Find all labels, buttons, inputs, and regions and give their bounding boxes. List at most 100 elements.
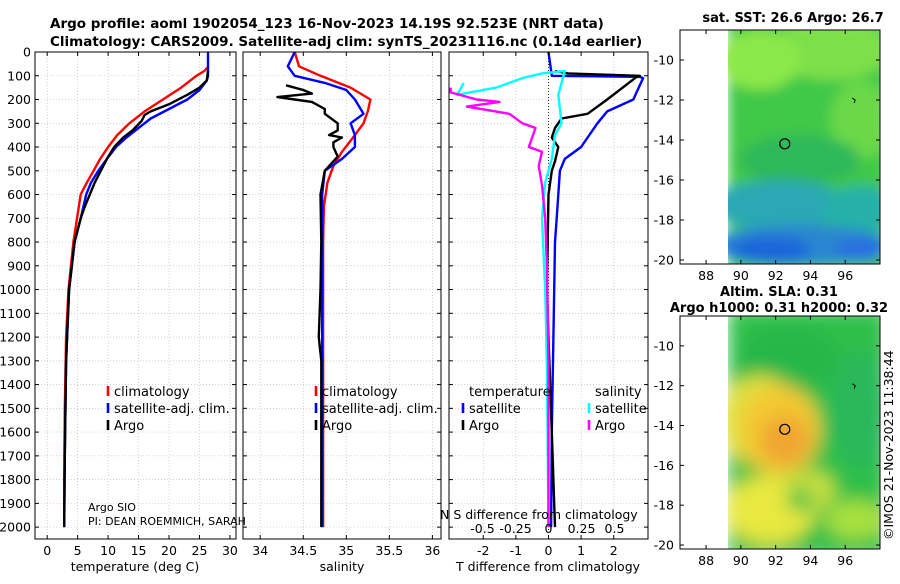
sst_map-lat-tick-label: -16 bbox=[654, 173, 674, 188]
difference-top-scale-label: N S difference from climatology bbox=[440, 507, 638, 522]
depth-tick-label: 1500 bbox=[0, 401, 31, 416]
sla_map-lat-tick-label: -12 bbox=[654, 378, 674, 393]
sla-map-title-line1: Altim. SLA: 0.31 bbox=[720, 285, 838, 300]
sst_map-lon-tick-label: 90 bbox=[733, 268, 749, 283]
sst_map-lat-tick-label: -18 bbox=[654, 213, 674, 228]
salinity-grid bbox=[243, 51, 441, 539]
difference-legend-title-salinity: salinity bbox=[595, 385, 642, 400]
sla_map-lon-tick-label: 96 bbox=[837, 553, 853, 568]
figure-title-line1: Argo profile: aoml 1902054_123 16-Nov-20… bbox=[50, 16, 604, 32]
temperature-profile-panel: 0 5 10 15 20 25 300100200300400500600700800900… bbox=[0, 45, 238, 559]
temperature-xtick-label: 5 bbox=[74, 543, 82, 558]
difference-top-tick-label: 0.25 bbox=[568, 521, 596, 536]
sla_map-lon-tick-label: 92 bbox=[768, 553, 784, 568]
temperature-frame bbox=[34, 51, 237, 540]
difference-legend: temperature salinity satellite Argo satellit… bbox=[461, 385, 647, 434]
depth-tick-label: 600 bbox=[7, 187, 31, 202]
sst_map-lat-tick-label: -14 bbox=[654, 133, 674, 148]
temperature-xlabel: temperature (deg C) bbox=[71, 559, 200, 574]
salinity-xtick-label: 34.5 bbox=[289, 543, 317, 558]
temperature-xtick-label: 15 bbox=[131, 543, 147, 558]
depth-tick-label: 1200 bbox=[0, 330, 31, 345]
sla-map-panel: Altim. SLA: 0.31 Argo h1000: 0.31 h2000:… bbox=[654, 285, 889, 568]
sst_map-argo-float-marker bbox=[779, 138, 791, 150]
figure-title-line2: Climatology: CARS2009. Satellite-adj cli… bbox=[50, 34, 642, 50]
salinity-xtick-label: 34 bbox=[252, 543, 268, 558]
pi-institution: Argo SIO bbox=[88, 501, 136, 514]
sla_map-island-mark bbox=[851, 383, 856, 389]
salinity-xtick-label: 36 bbox=[424, 543, 440, 558]
salinity-frame bbox=[242, 51, 442, 540]
difference-legend-label-1: Argo bbox=[469, 419, 499, 434]
temperature-legend-label-2: Argo bbox=[114, 419, 144, 434]
temperature-legend-label-0: climatology bbox=[114, 385, 190, 400]
difference-xlabel: T difference from climatology bbox=[455, 559, 641, 574]
sla_map-lat-tick-label: -18 bbox=[654, 498, 674, 513]
difference-xtick-label: 2 bbox=[610, 543, 618, 558]
salinity-xlabel: salinity bbox=[320, 559, 365, 574]
depth-tick-label: 1600 bbox=[0, 425, 31, 440]
depth-tick-label: 100 bbox=[7, 68, 31, 83]
depth-tick-label: 300 bbox=[7, 116, 31, 131]
sst_map-lat-tick-label: -20 bbox=[654, 253, 674, 268]
temperature-xtick-label: 25 bbox=[192, 543, 208, 558]
salinity-series-group bbox=[276, 52, 372, 528]
temperature-xtick-label: 30 bbox=[222, 543, 238, 558]
depth-tick-label: 1000 bbox=[0, 282, 31, 297]
sla_map-lat-tick-label: -16 bbox=[654, 458, 674, 473]
difference-series-0 bbox=[547, 52, 645, 528]
imos-credit: ©IMOS 21-Nov-2023 11:38:44 bbox=[881, 350, 896, 540]
difference-xtick-label: -2 bbox=[477, 543, 489, 558]
difference-series-3 bbox=[449, 87, 550, 528]
difference-top-tick-label: 0 bbox=[545, 521, 553, 536]
pi-names: PI: DEAN ROEMMICH, SARAH bbox=[88, 515, 246, 528]
sla_map-lat-tick-label: -10 bbox=[654, 338, 674, 353]
sst-heatmap-field bbox=[728, 30, 880, 264]
sst-map-panel: sat. SST: 26.6 Argo: 26.7 88 90 92 94 96 -10 -… bbox=[654, 11, 884, 283]
depth-tick-label: 0 bbox=[23, 45, 31, 60]
salinity-profile-panel: 34 34.5 35 35.5 36 climatology satellite-adj. … bbox=[242, 51, 442, 558]
difference-legend-label-0: satellite bbox=[469, 402, 521, 417]
difference-top-tick-label: 0.5 bbox=[605, 521, 625, 536]
salinity-legend-label-1: satellite-adj. clim. bbox=[322, 402, 438, 417]
sst-map-title: sat. SST: 26.6 Argo: 26.7 bbox=[702, 11, 883, 26]
salinity-plot-area bbox=[243, 52, 441, 539]
depth-tick-label: 200 bbox=[7, 92, 31, 107]
salinity-series-1 bbox=[286, 52, 365, 528]
depth-tick-label: 1300 bbox=[0, 353, 31, 368]
difference-series-group bbox=[449, 52, 645, 528]
salinity-legend-label-2: Argo bbox=[322, 419, 352, 434]
temperature-series-group bbox=[62, 52, 210, 528]
temperature-grid bbox=[35, 51, 236, 539]
difference-legend-label-3: Argo bbox=[595, 419, 625, 434]
depth-tick-label: 1700 bbox=[0, 448, 31, 463]
salinity-xtick-label: 35 bbox=[338, 543, 354, 558]
sla_map-lon-tick-label: 88 bbox=[698, 553, 714, 568]
sst_map-lat-tick-label: -10 bbox=[654, 53, 674, 68]
sst_map-lat-tick-label: -12 bbox=[654, 93, 674, 108]
sla-heatmap-field bbox=[728, 316, 880, 549]
depth-tick-label: 2000 bbox=[0, 520, 31, 535]
depth-tick-label: 500 bbox=[7, 163, 31, 178]
difference-legend-title-temperature: temperature bbox=[469, 385, 551, 400]
difference-legend-label-2: satellite bbox=[595, 402, 647, 417]
temperature-series-2 bbox=[63, 70, 210, 528]
depth-tick-label: 1800 bbox=[0, 472, 31, 487]
depth-tick-label: 400 bbox=[7, 140, 31, 155]
depth-tick-label: 900 bbox=[7, 258, 31, 273]
sla_map-lon-tick-label: 94 bbox=[802, 553, 818, 568]
salinity-legend: climatology satellite-adj. clim. Argo bbox=[314, 385, 438, 434]
sst_map-lon-tick-label: 92 bbox=[768, 268, 784, 283]
salinity-legend-label-0: climatology bbox=[322, 385, 398, 400]
depth-tick-label: 800 bbox=[7, 235, 31, 250]
sst_map-lon-tick-label: 88 bbox=[698, 268, 714, 283]
sla_map-lon-tick-label: 90 bbox=[733, 553, 749, 568]
depth-tick-label: 1400 bbox=[0, 377, 31, 392]
depth-tick-label: 1900 bbox=[0, 496, 31, 511]
temperature-legend: climatology satellite-adj. clim. Argo bbox=[106, 385, 230, 434]
salinity-xtick-label: 35.5 bbox=[375, 543, 403, 558]
difference-xtick-label: -1 bbox=[510, 543, 522, 558]
temperature-xtick-label: 0 bbox=[43, 543, 51, 558]
